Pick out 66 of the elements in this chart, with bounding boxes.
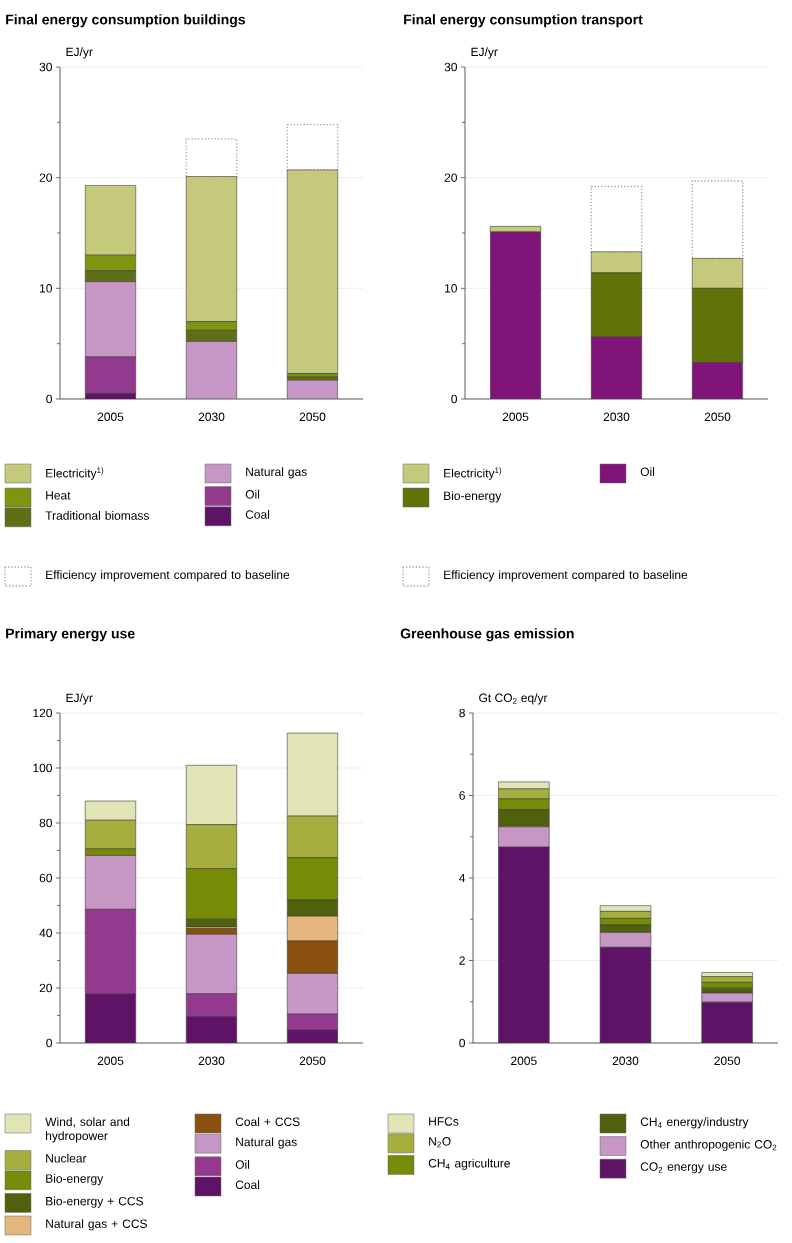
- legend-label: Electricity$^{1)}$: [444, 467, 502, 480]
- x-tick-label: 2030: [198, 412, 225, 422]
- legend-label: Coal + CCS: [235, 1117, 300, 1126]
- legend-label: Oil: [245, 489, 260, 499]
- legend-label: CH$_{4}$ agriculture: [428, 1158, 510, 1170]
- y-tick-label: 8: [459, 708, 465, 718]
- legend-label: Coal: [245, 510, 270, 519]
- y-tick-label: 0: [46, 394, 52, 404]
- chart-title: Final energy consumption transport: [404, 14, 643, 28]
- x-tick-label: 2030: [612, 1056, 639, 1066]
- y-tick-label: 6: [459, 791, 465, 800]
- x-tick-label: 2050: [299, 1056, 326, 1066]
- y-tick-label: 40: [39, 928, 52, 938]
- legend-label: Oil: [640, 467, 655, 476]
- x-tick-label: 2005: [511, 1056, 537, 1066]
- legend-label: Heat: [46, 491, 71, 500]
- y-tick-label: 0: [46, 1038, 52, 1048]
- legend-label: Oil: [235, 1160, 250, 1169]
- chart-title: Greenhouse gas emission: [400, 628, 574, 642]
- x-tick-label: 2050: [299, 412, 326, 422]
- y-tick-label: 20: [444, 173, 457, 182]
- y-tick-label: 4: [459, 873, 466, 883]
- legend-label: Wind, solar and hydropower: [45, 1117, 130, 1143]
- x-tick-label: 2030: [198, 1056, 225, 1066]
- legend-label: Efficiency improvement compared to baseline: [46, 570, 290, 582]
- y-tick-label: 0: [451, 394, 457, 404]
- x-tick-label: 2050: [714, 1056, 741, 1066]
- y-axis-title: EJ/yr: [471, 47, 498, 59]
- y-tick-label: 2: [459, 956, 465, 965]
- y-tick-label: 120: [33, 708, 52, 718]
- y-tick-label: 10: [40, 284, 52, 293]
- legend-label: Electricity$^{1)}$: [46, 467, 104, 480]
- legend-label: HFCs: [429, 1117, 459, 1126]
- y-tick-label: 30: [444, 62, 457, 72]
- x-tick-label: 2005: [97, 412, 124, 422]
- y-tick-label: 20: [39, 983, 52, 993]
- legend-label: Other anthropogenic CO$_{2}$: [640, 1139, 777, 1151]
- legend-label: N$_{2}$O: [429, 1137, 451, 1148]
- legend-label: Bio-energy + CCS: [46, 1196, 143, 1208]
- y-tick-label: 100: [33, 763, 52, 773]
- y-tick-label: 30: [39, 62, 52, 72]
- chart-title: Primary energy use: [6, 628, 135, 642]
- legend-label: Coal: [235, 1180, 260, 1190]
- legend-label: Natural gas: [236, 1137, 297, 1149]
- legend-label: CH$_{4}$ energy/industry: [640, 1117, 749, 1129]
- x-tick-label: 2005: [97, 1056, 124, 1066]
- legend-label: Efficiency improvement compared to baseline: [444, 570, 688, 582]
- legend-label: Nuclear: [46, 1153, 87, 1163]
- x-tick-label: 2030: [603, 412, 630, 422]
- legend-label: Traditional biomass: [45, 511, 150, 520]
- x-tick-label: 2005: [502, 412, 529, 422]
- legend-label: CO$_{2}$ energy use: [640, 1162, 727, 1174]
- y-axis-title: EJ/yr: [66, 47, 93, 59]
- y-axis-title: EJ/yr: [66, 693, 93, 705]
- y-tick-label: 0: [459, 1038, 465, 1048]
- legend-label: Bio-energy: [46, 1174, 104, 1186]
- legend-label: Bio-energy: [444, 491, 502, 503]
- y-tick-label: 60: [39, 873, 52, 883]
- y-tick-label: 20: [39, 173, 52, 182]
- y-tick-label: 80: [39, 818, 52, 828]
- y-tick-label: 10: [445, 284, 457, 293]
- chart-title: Final energy consumption buildings: [6, 14, 245, 28]
- legend-label: Natural gas: [246, 467, 307, 479]
- legend-label: Natural gas + CCS: [46, 1219, 147, 1231]
- y-axis-title: Gt CO$_{2}$ eq/yr: [479, 693, 548, 705]
- x-tick-label: 2050: [704, 412, 731, 422]
